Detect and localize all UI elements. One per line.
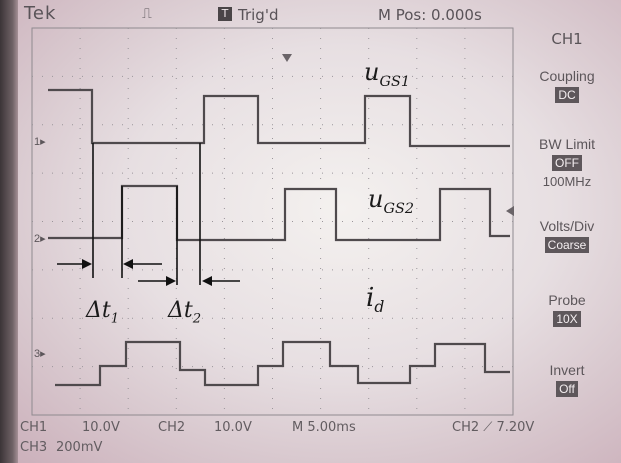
channel-marker-3: 3▸ [34, 348, 46, 360]
timing-annotation-lines [57, 143, 240, 285]
menu-bw-limit-label: BW Limit [539, 136, 595, 152]
menu-coupling[interactable]: Coupling DC [514, 68, 620, 104]
label-ugs1-sub: GS1 [379, 73, 410, 90]
brand-logo: Tek [24, 3, 57, 24]
label-ugs2: uGS2 [368, 185, 414, 217]
ch2-label: CH2 [158, 420, 186, 435]
menu-title: CH1 [551, 30, 583, 48]
screen-bezel [0, 0, 18, 463]
trigger-type-icon: ⎍ [142, 6, 152, 22]
label-ugs2-sub: GS2 [383, 200, 414, 217]
trigger-status: Trig'd [238, 6, 279, 24]
trigger-readout: CH2 ⟋ 7.20V [452, 420, 535, 435]
ch2-scale: 10.0V [214, 420, 252, 435]
menu-bw-limit[interactable]: BW Limit OFF 100MHz [514, 136, 620, 189]
ch1-label: CH1 [20, 420, 48, 435]
label-ugs2-base: u [368, 185, 384, 213]
menu-probe-value: 10X [553, 311, 581, 327]
menu-coupling-label: Coupling [539, 68, 595, 84]
timebase-readout: M 5.00ms [292, 420, 356, 435]
menu-probe[interactable]: Probe 10X [514, 292, 620, 328]
label-ugs1-base: u [364, 58, 380, 86]
label-dt1-base: Δt [86, 298, 111, 323]
label-id-base: i [366, 283, 375, 313]
menu-invert[interactable]: Invert Off [514, 362, 620, 398]
trace-ugs1 [48, 88, 510, 148]
channel-marker-1: 1▸ [34, 136, 46, 148]
label-dt2-base: Δt [168, 298, 193, 323]
ch3-scale: 200mV [56, 440, 103, 455]
trigger-level-marker [506, 206, 514, 216]
ch1-scale: 10.0V [82, 420, 120, 435]
menu-bw-limit-sub: 100MHz [542, 174, 592, 189]
label-dt2: Δt2 [168, 298, 201, 326]
trigger-position-marker [282, 54, 292, 62]
menu-invert-label: Invert [549, 362, 585, 378]
menu-coupling-value: DC [555, 87, 579, 103]
ch3-label: CH3 [20, 440, 48, 455]
label-ugs1: uGS1 [364, 58, 410, 90]
label-dt1-sub: 1 [110, 311, 120, 327]
timing-annotation-arrowheads [82, 259, 212, 286]
label-dt2-sub: 2 [192, 311, 202, 327]
menu-probe-label: Probe [548, 292, 586, 308]
status-bar: Tek ⎍ T Trig'd M Pos: 0.000s [18, 0, 618, 30]
label-id-sub: d [374, 298, 385, 317]
menu-bw-limit-value: OFF [552, 155, 582, 171]
trace-id [55, 340, 510, 387]
label-id: id [366, 283, 384, 316]
menu-volts-div-value: Coarse [544, 237, 590, 253]
channel-marker-2: 2▸ [34, 233, 46, 245]
label-dt1: Δt1 [86, 298, 119, 326]
trace-ugs2 [48, 184, 510, 242]
menu-volts-div[interactable]: Volts/Div Coarse [514, 218, 620, 254]
menu-invert-value: Off [556, 381, 578, 397]
readout-bar: CH1 10.0V CH2 10.0V M 5.00ms CH2 ⟋ 7.20V… [18, 418, 618, 462]
horizontal-position: M Pos: 0.000s [378, 6, 482, 24]
menu-volts-div-label: Volts/Div [539, 218, 595, 234]
trigger-icon: T [218, 7, 232, 21]
